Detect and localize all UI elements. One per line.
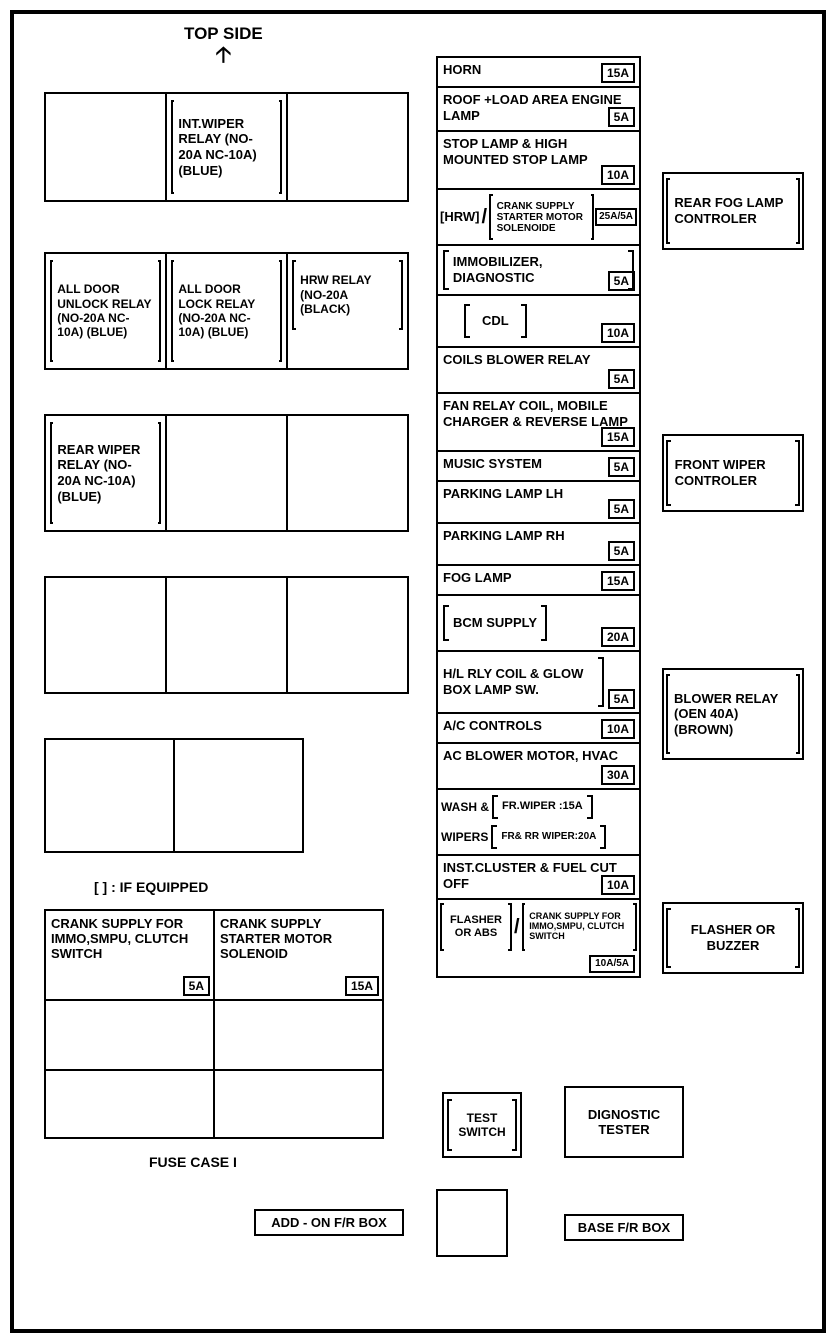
fuse-park-lh: PARKING LAMP LH [443,486,563,501]
fuse-horn-amp: 15A [601,63,635,83]
all-door-lock-relay: ALL DOOR LOCK RELAY (NO-20A NC-10A) (BLU… [174,280,278,342]
crank-supply-immo-amp: 5A [183,976,210,996]
side-flasher-text: FLASHER OR BUZZER [671,920,794,955]
fuse-immo-amp: 5A [608,271,635,291]
relay-row-2: ALL DOOR UNLOCK RELAY (NO-20A NC-10A) (B… [44,252,409,370]
fuse-bcm: BCM SUPPLY [449,613,541,633]
relay-row-3: REAR WIPER RELAY (NO-20A NC-10A) (BLUE) [44,414,409,532]
arrow-up-icon: 🡡 [184,44,263,66]
fuse-wash-bot: WIPERS [441,830,491,844]
fuse-stop-amp: 10A [601,165,635,185]
fuse-bcm-amp: 20A [601,627,635,647]
fuse-hlrly: H/L RLY COIL & GLOW BOX LAMP SW. [443,666,598,697]
diagram-frame: TOP SIDE 🡡 INT.WIPER RELAY (NO-20A NC-10… [10,10,826,1333]
side-rear-fog-text: REAR FOG LAMP CONTROLER [670,193,795,228]
empty-box-bottom [436,1189,508,1257]
fuse-hrw-amp: 25A/5A [595,208,637,226]
fuse-wash-top: WASH & [441,800,492,814]
fuse-coils-amp: 5A [608,369,635,389]
fuse-park-rh: PARKING LAMP RH [443,528,565,543]
fuse-hvac: AC BLOWER MOTOR, HVAC [443,748,618,763]
hrw-relay: HRW RELAY (NO-20A (BLACK) [296,271,399,318]
top-side-label: TOP SIDE 🡡 [184,24,263,66]
int-wiper-relay: INT.WIPER RELAY (NO-20A NC-10A) (BLUE) [174,114,278,180]
fuse-fog: FOG LAMP [443,570,512,585]
diagnostic-tester-box: DIGNOSTIC TESTER [564,1086,684,1158]
fuse-hrw-right: CRANK SUPPLY STARTER MOTOR SOLENOIDE [493,199,591,236]
fuse-hlrly-amp: 5A [608,689,635,709]
side-front-wiper: FRONT WIPER CONTROLER [662,434,804,512]
fuse-stop: STOP LAMP & HIGH MOUNTED STOP LAMP [443,136,588,167]
fuse-ac: A/C CONTROLS [443,718,542,733]
side-front-wiper-text: FRONT WIPER CONTROLER [671,455,796,490]
fuse-case-table: CRANK SUPPLY FOR IMMO,SMPU, CLUTCH SWITC… [44,909,384,1139]
base-fr-box: BASE F/R BOX [564,1214,684,1241]
diagnostic-tester-text: DIGNOSTIC TESTER [570,1107,678,1137]
fuse-hrw-left: [HRW] [440,209,479,225]
rear-wiper-relay: REAR WIPER RELAY (NO-20A NC-10A) (BLUE) [53,440,157,506]
fuse-wash-botR: FR& RR WIPER:20A [497,829,600,845]
fuse-inst: INST.CLUSTER & FUEL CUT OFF [443,860,617,891]
fuse-horn: HORN [443,62,481,77]
relay-row-4 [44,576,409,694]
fuse-case-label: FUSE CASE I [149,1154,237,1170]
relay-row-1: INT.WIPER RELAY (NO-20A NC-10A) (BLUE) [44,92,409,202]
fuse-cdl-amp: 10A [601,323,635,343]
fuse-fog-amp: 15A [601,571,635,591]
fuse-flasher-amp: 10A/5A [589,955,635,973]
fuse-coils: COILS BLOWER RELAY [443,352,591,367]
fuse-column: HORN 15A ROOF +LOAD AREA ENGINE LAMP 5A … [436,56,641,978]
fuse-music: MUSIC SYSTEM [443,456,542,471]
test-switch-text: TEST SWITCH [452,1109,513,1142]
side-rear-fog: REAR FOG LAMP CONTROLER [662,172,804,250]
fuse-fan-amp: 15A [601,427,635,447]
crank-supply-immo: CRANK SUPPLY FOR IMMO,SMPU, CLUTCH SWITC… [51,916,188,961]
all-door-unlock-relay: ALL DOOR UNLOCK RELAY (NO-20A NC-10A) (B… [53,280,157,342]
fuse-fan: FAN RELAY COIL, MOBILE CHARGER & REVERSE… [443,398,628,429]
side-blower-text: BLOWER RELAY (OEN 40A) (BROWN) [670,689,796,740]
fuse-park-rh-amp: 5A [608,541,635,561]
fuse-immo: IMMOBILIZER, DIAGNOSTIC [449,252,628,287]
legend-if-equipped: [ ] : IF EQUIPPED [94,879,208,895]
crank-supply-starter-amp: 15A [345,976,379,996]
test-switch-box: TEST SWITCH [442,1092,522,1158]
side-blower: BLOWER RELAY (OEN 40A) (BROWN) [662,668,804,760]
top-side-text: TOP SIDE [184,24,263,44]
fuse-hvac-amp: 30A [601,765,635,785]
side-flasher: FLASHER OR BUZZER [662,902,804,974]
fuse-inst-amp: 10A [601,875,635,895]
crank-supply-starter: CRANK SUPPLY STARTER MOTOR SOLENOID [220,916,332,961]
fuse-wash-topR: FR.WIPER :15A [498,798,587,815]
fuse-park-lh-amp: 5A [608,499,635,519]
relay-row-5 [44,738,304,853]
fuse-cdl: CDL [470,311,521,331]
fuse-music-amp: 5A [608,457,635,477]
fuse-roof-amp: 5A [608,107,635,127]
addon-fr-box: ADD - ON F/R BOX [254,1209,404,1236]
fuse-ac-amp: 10A [601,719,635,739]
fuse-flasher-left: FLASHER OR ABS [444,912,507,942]
fuse-roof: ROOF +LOAD AREA ENGINE LAMP [443,92,622,123]
fuse-flasher-right: CRANK SUPPLY FOR IMMO,SMPU, CLUTCH SWITC… [525,910,633,944]
